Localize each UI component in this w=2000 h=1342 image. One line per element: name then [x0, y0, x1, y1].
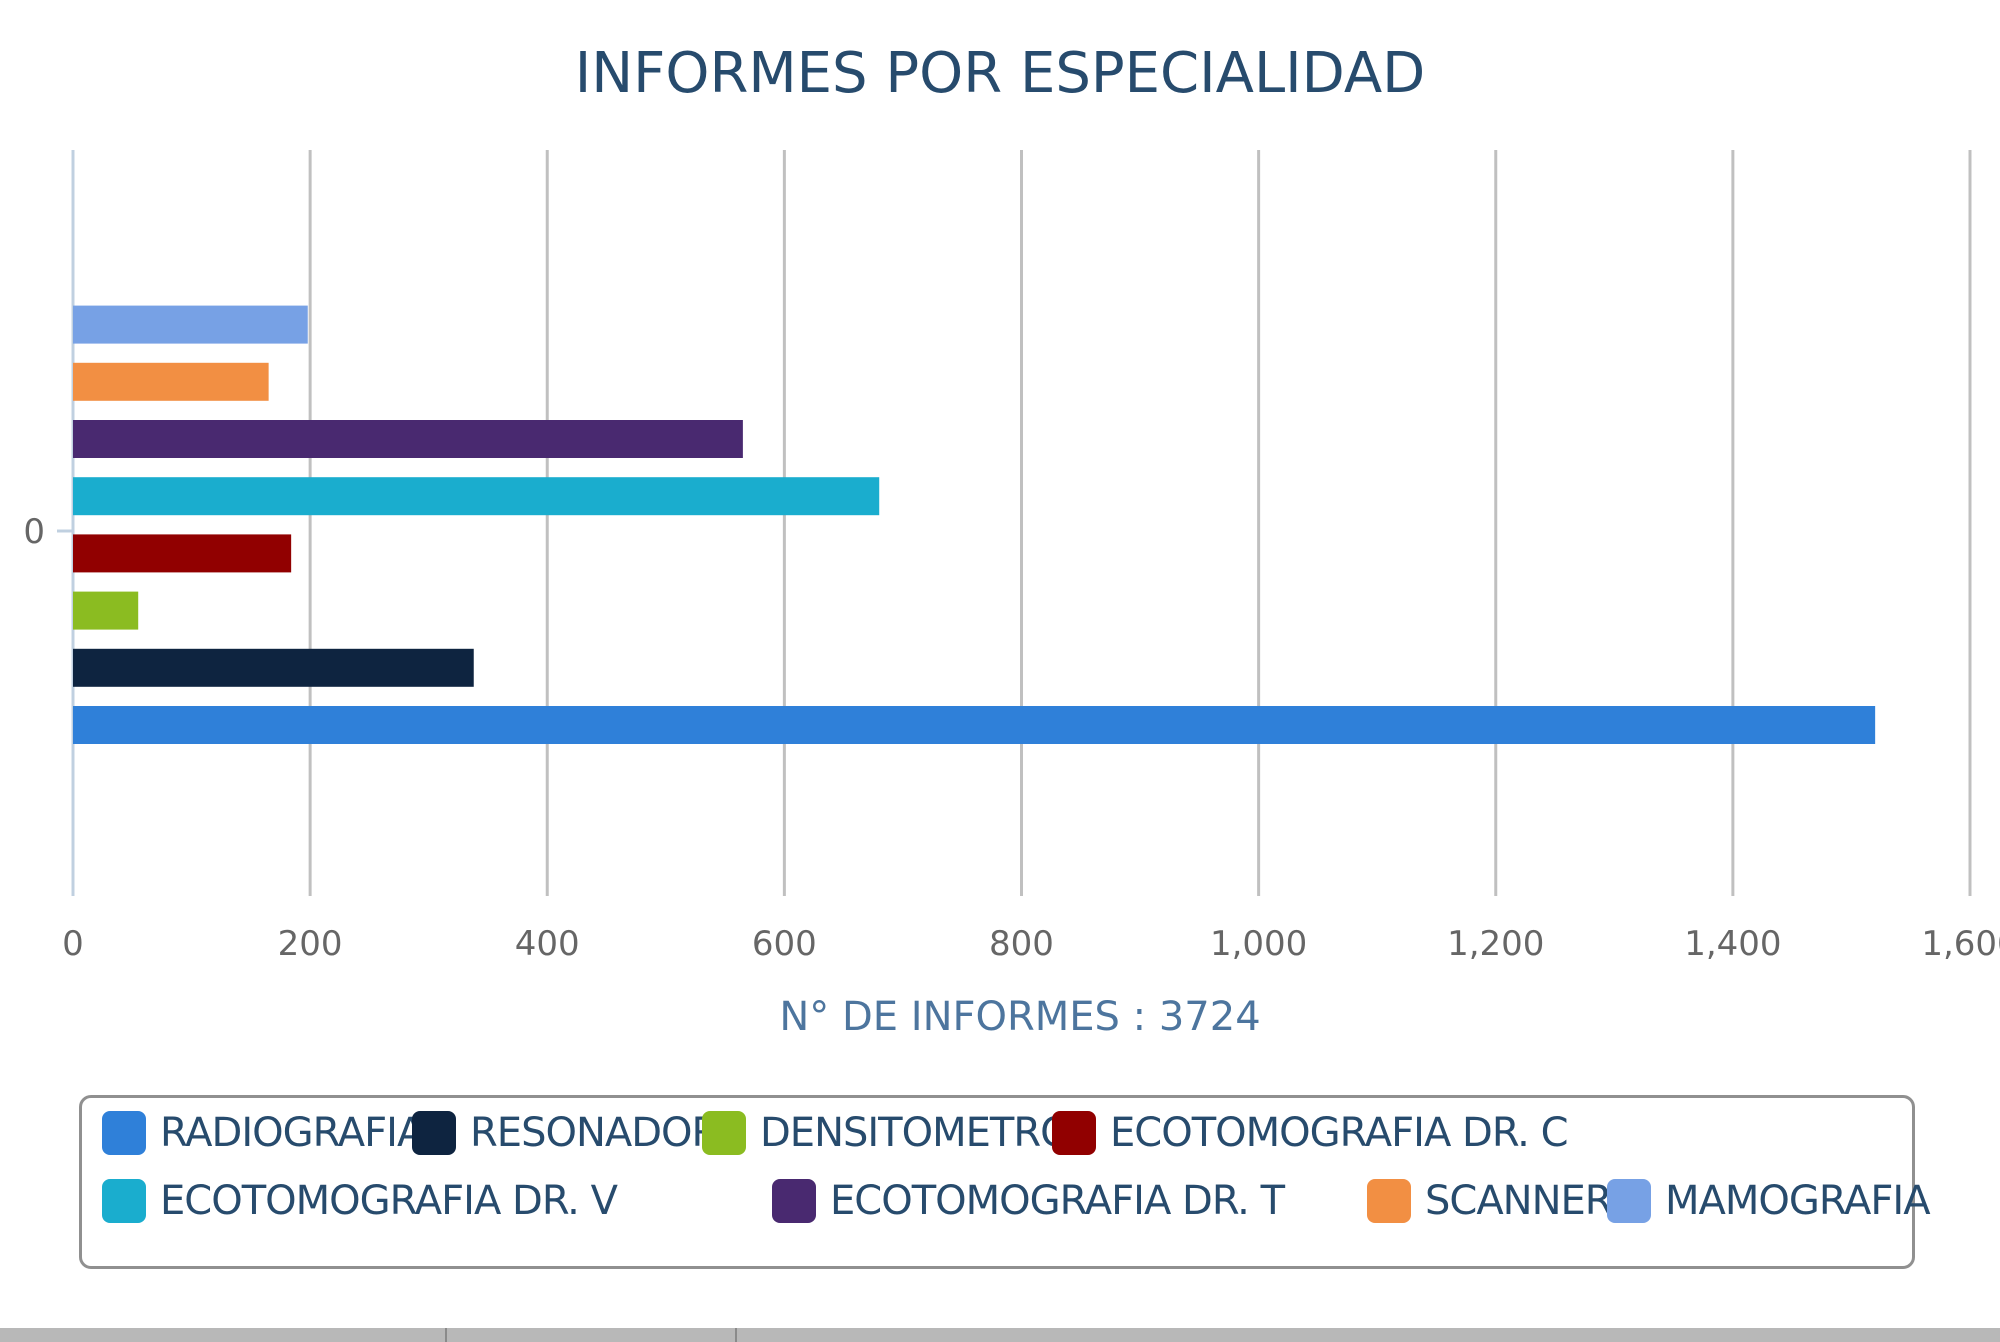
legend-item-densitometro[interactable]: DENSITOMETRO [702, 1110, 1072, 1156]
x-tick-label: 400 [515, 924, 580, 964]
x-tick-label: 1,000 [1210, 924, 1307, 964]
bar-resonador[interactable] [73, 648, 474, 687]
x-tick-label: 200 [278, 924, 343, 964]
legend-swatch [1367, 1179, 1411, 1223]
legend-label: RESONADOR [470, 1110, 719, 1156]
legend-label: ECOTOMOGRAFIA DR. T [830, 1178, 1285, 1224]
legend-label: ECOTOMOGRAFIA DR. C [1110, 1110, 1569, 1156]
x-tick-label: 1,400 [1684, 924, 1781, 964]
chart-title: INFORMES POR ESPECIALIDAD [575, 41, 1426, 106]
scrollbar-divider [445, 1328, 447, 1342]
legend-item-ecotomografia-dr-v[interactable]: ECOTOMOGRAFIA DR. V [102, 1178, 618, 1224]
legend-item-ecotomografia-dr-c[interactable]: ECOTOMOGRAFIA DR. C [1052, 1110, 1569, 1156]
x-axis-label: N° DE INFORMES : 3724 [779, 994, 1260, 1040]
legend-label: SCANNER [1425, 1178, 1613, 1224]
x-tick-label: 1,200 [1447, 924, 1544, 964]
bar-ecotomografia-dr-v[interactable] [73, 477, 880, 516]
legend-swatch [102, 1111, 146, 1155]
grid-lines [308, 150, 1972, 896]
legend-item-ecotomografia-dr-t[interactable]: ECOTOMOGRAFIA DR. T [772, 1178, 1285, 1224]
x-tick-label: 600 [752, 924, 817, 964]
bar-densitometro[interactable] [73, 591, 139, 630]
legend-swatch [772, 1179, 816, 1223]
x-tick-labels: 0 200 400 600 800 1,000 1,200 1,400 1,600 [62, 924, 2000, 964]
bar-radiografia[interactable] [73, 706, 1876, 744]
bar-ecotomografia-dr-c[interactable] [73, 534, 292, 573]
y-tick-label: 0 [23, 512, 45, 552]
legend-swatch [1607, 1179, 1651, 1223]
legend-item-mamografia[interactable]: MAMOGRAFIA [1607, 1178, 1931, 1224]
legend-swatch [1052, 1111, 1096, 1155]
legend-item-scanner[interactable]: SCANNER [1367, 1178, 1613, 1224]
legend-label: DENSITOMETRO [760, 1110, 1072, 1156]
chart-legend: RADIOGRAFIA RESONADOR DENSITOMETRO ECOTOMOG… [79, 1095, 1931, 1269]
legend-item-radiografia[interactable]: RADIOGRAFIA [102, 1110, 424, 1156]
legend-label: RADIOGRAFIA [160, 1110, 424, 1156]
legend-swatch [702, 1111, 746, 1155]
x-tick-label: 800 [989, 924, 1054, 964]
horizontal-scrollbar[interactable] [0, 1328, 2000, 1342]
legend-label: MAMOGRAFIA [1665, 1178, 1931, 1224]
bar-ecotomografia-dr-t[interactable] [73, 420, 743, 458]
x-tick-label: 1,600 [1921, 924, 2000, 964]
bar-scanner[interactable] [73, 362, 269, 401]
x-tick-label: 0 [62, 924, 84, 964]
scrollbar-divider [735, 1328, 737, 1342]
legend-swatch [412, 1111, 456, 1155]
bar-mamografia[interactable] [73, 305, 308, 344]
legend-swatch [102, 1179, 146, 1223]
legend-item-resonador[interactable]: RESONADOR [412, 1110, 719, 1156]
legend-label: ECOTOMOGRAFIA DR. V [160, 1178, 618, 1224]
bars [73, 305, 1876, 744]
